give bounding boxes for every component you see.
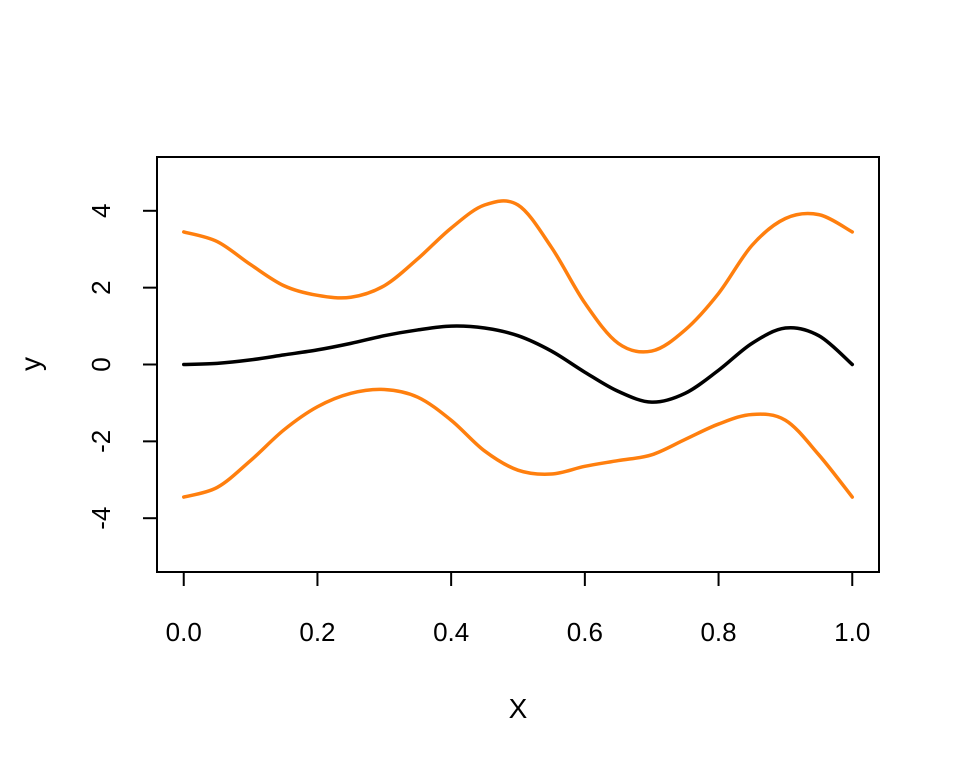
x-tick-label-4: 0.8 <box>700 617 736 647</box>
y-axis-label: y <box>15 357 46 371</box>
series-layer <box>181 199 855 499</box>
x-tick-label-2: 0.4 <box>433 617 469 647</box>
y-tick-label-1: -2 <box>86 430 116 453</box>
x-axis: 0.0 0.2 0.4 0.6 0.8 1.0 <box>166 571 870 647</box>
plot-frame <box>156 156 880 573</box>
x-tick-label-0: 0.0 <box>166 617 202 647</box>
x-tick-label-5: 1.0 <box>834 617 870 647</box>
y-tick-label-2: 0 <box>86 357 116 371</box>
x-tick-label-3: 0.6 <box>567 617 603 647</box>
y-tick-label-0: -4 <box>86 507 116 530</box>
x-tick-label-1: 0.2 <box>299 617 335 647</box>
series-line-2 <box>181 387 855 499</box>
y-axis: -4 -2 0 2 4 <box>86 204 158 530</box>
series-line-1 <box>181 324 855 404</box>
y-tick-label-3: 2 <box>86 280 116 294</box>
series-line-0 <box>181 199 855 354</box>
y-tick-label-4: 4 <box>86 204 116 218</box>
x-axis-label: X <box>509 693 528 724</box>
